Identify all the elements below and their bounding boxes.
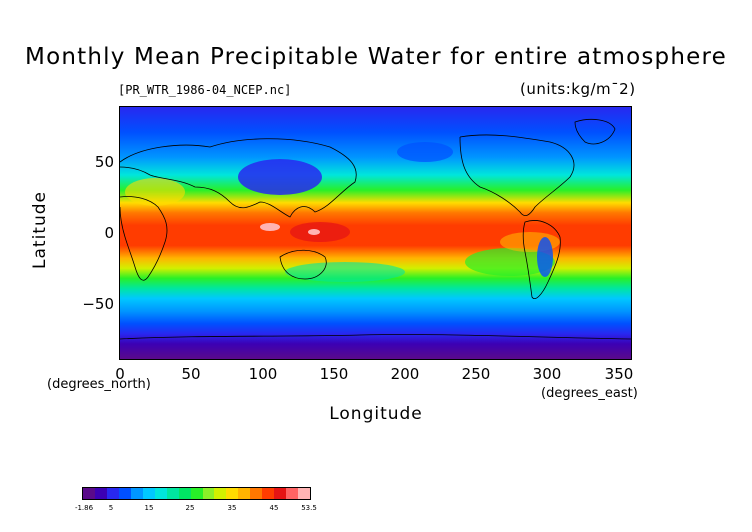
colorbar-swatch: [238, 488, 251, 499]
colorbar-tick-label: 25: [185, 504, 195, 512]
colorbar-swatch: [118, 488, 131, 499]
y-tick-label: 0: [104, 224, 114, 242]
y-axis-units: (degrees_north): [47, 377, 151, 392]
colorbar-swatch: [298, 488, 311, 499]
x-tick-label: 350: [604, 365, 634, 383]
colorbar-swatch: [274, 488, 287, 499]
color-bar: [82, 487, 311, 500]
y-tick-label: 50: [94, 153, 114, 171]
file-name: [PR_WTR_1986-04_NCEP.nc]: [118, 83, 292, 97]
x-tick-label: 150: [319, 365, 349, 383]
map-title: Monthly Mean Precipitable Water for enti…: [25, 44, 727, 70]
precipitable-water-map: [120, 107, 631, 359]
x-tick-label: 200: [390, 365, 420, 383]
colorbar-tick-label: 53.5: [301, 504, 317, 512]
map-plot: [119, 106, 632, 360]
colorbar-swatch: [83, 488, 95, 499]
colorbar-swatch: [130, 488, 143, 499]
x-tick-label: 300: [532, 365, 562, 383]
x-axis-label: Longitude: [329, 404, 423, 424]
x-axis-units: (degrees_east): [541, 386, 638, 401]
colorbar-swatch: [190, 488, 203, 499]
colorbar-swatch: [142, 488, 155, 499]
x-tick-label: 100: [248, 365, 278, 383]
colorbar-tick-label: 5: [108, 504, 114, 512]
colorbar-swatch: [166, 488, 179, 499]
colorbar-tick-label: 35: [227, 504, 237, 512]
colorbar-swatch: [286, 488, 299, 499]
colorbar-tick-label: -1.86: [74, 504, 94, 512]
colorbar-swatch: [106, 488, 119, 499]
colorbar-swatch: [94, 488, 107, 499]
colorbar-tick-label: 15: [144, 504, 154, 512]
y-tick-label: −50: [82, 295, 114, 313]
colorbar-swatch: [154, 488, 167, 499]
x-tick-label: 0: [115, 365, 125, 383]
colorbar-swatch: [214, 488, 227, 499]
x-tick-label: 50: [181, 365, 201, 383]
colorbar-swatch: [202, 488, 215, 499]
colorbar-swatch: [178, 488, 191, 499]
colorbar-swatch: [226, 488, 239, 499]
x-tick-label: 250: [461, 365, 491, 383]
colorbar-tick-label: 45: [269, 504, 279, 512]
units-label: (units:kg/m¯2): [520, 80, 636, 98]
y-axis-label: Latitude: [30, 191, 50, 269]
colorbar-swatch: [262, 488, 275, 499]
colorbar-swatch: [250, 488, 263, 499]
